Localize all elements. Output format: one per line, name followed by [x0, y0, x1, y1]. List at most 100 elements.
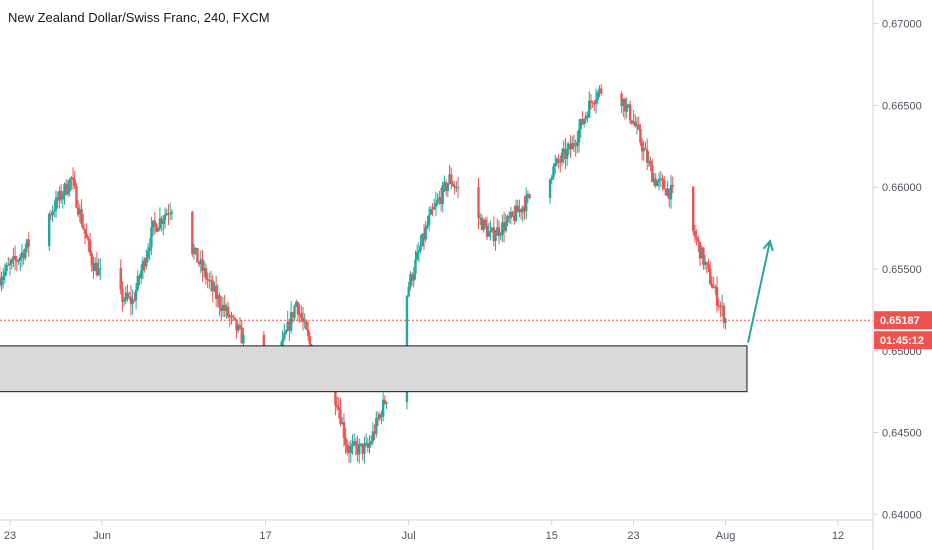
candle-up	[509, 211, 513, 219]
candle-down	[586, 115, 589, 118]
candle-down	[593, 103, 596, 105]
candle-up	[12, 256, 15, 260]
candle-down	[484, 219, 487, 226]
candle-up	[99, 268, 102, 270]
time-axis[interactable]: 23 Jun 17 Jul 15 23 Aug 12	[4, 520, 844, 542]
candle-down	[214, 285, 218, 299]
candle-up	[588, 100, 591, 118]
candle-down	[138, 276, 141, 279]
candle-up	[555, 158, 559, 164]
candle-down	[709, 268, 712, 285]
candle-down	[502, 222, 506, 231]
candle-up	[419, 245, 422, 251]
candle-up	[146, 250, 150, 258]
candle-up	[139, 270, 143, 279]
candle-down	[231, 315, 235, 318]
candle-up	[571, 143, 574, 150]
candle-up	[632, 121, 635, 124]
candle-down	[671, 185, 674, 187]
candle-down	[431, 209, 434, 211]
candle-down	[572, 143, 576, 146]
candle-down	[528, 193, 531, 198]
candle-up	[504, 222, 507, 231]
candle-up	[293, 306, 296, 318]
chart-title: New Zealand Dollar/Swiss Franc, 240, FXC…	[8, 10, 270, 25]
candle-down	[664, 189, 668, 196]
candle-down	[649, 160, 652, 166]
candle-up	[209, 280, 213, 282]
candle-up	[158, 218, 162, 229]
candle-up	[703, 262, 707, 265]
candle-down	[654, 178, 657, 187]
candle-up	[286, 321, 289, 331]
price-axis[interactable]: 0.640000.645000.650000.655000.660000.665…	[873, 19, 922, 522]
candle-up	[455, 187, 458, 189]
candle-up	[657, 178, 661, 182]
candle-up	[506, 216, 509, 223]
candle-up	[407, 286, 410, 297]
candle-up	[659, 178, 663, 180]
candle-up	[352, 441, 356, 444]
candle-up	[63, 183, 66, 196]
candle-up	[199, 259, 203, 265]
candle-down	[75, 185, 78, 208]
demand-zone-box[interactable]	[0, 345, 748, 393]
candle-up	[61, 195, 65, 200]
candle-down	[516, 205, 519, 213]
candle-up	[443, 182, 446, 185]
candle-down	[559, 161, 562, 163]
candle-up	[192, 250, 196, 254]
candle-down	[663, 180, 666, 190]
candle-up	[170, 211, 174, 214]
candle-up	[553, 163, 557, 167]
candle-down	[342, 422, 346, 438]
candle-down	[233, 317, 237, 320]
candle-down	[80, 209, 83, 225]
candle-up	[700, 247, 703, 259]
candle-down	[95, 262, 99, 276]
candle-up	[562, 148, 565, 153]
candle-down	[599, 88, 603, 94]
candle-up	[289, 312, 293, 331]
candle-up	[58, 190, 61, 201]
candle-up	[724, 319, 727, 323]
candle-down	[707, 263, 710, 269]
candle-down	[143, 260, 146, 267]
candle-down	[13, 256, 17, 260]
candle-up	[3, 271, 7, 277]
candle-up	[150, 227, 153, 248]
candle-up	[298, 313, 301, 315]
candle-up	[560, 152, 564, 163]
candle-up	[295, 302, 298, 307]
projection-arrow[interactable]	[747, 239, 774, 343]
candle-down	[645, 149, 649, 163]
candles-layer	[0, 84, 727, 464]
candle-down	[82, 224, 85, 229]
candle-up	[1, 276, 5, 281]
candle-down	[344, 437, 347, 445]
time-tick-label: 23	[627, 530, 639, 542]
candle-down	[661, 178, 664, 181]
time-tick-label: 17	[259, 530, 271, 542]
candle-down	[335, 405, 339, 408]
candle-down	[49, 213, 53, 216]
candle-up	[358, 443, 361, 455]
candle-up	[482, 219, 485, 230]
candle-up	[216, 295, 220, 299]
candle-down	[347, 451, 351, 453]
candle-up	[165, 213, 168, 216]
candle-down	[581, 119, 584, 125]
candle-up	[669, 185, 673, 200]
candle-down	[383, 399, 387, 404]
candle-up	[514, 205, 518, 221]
candle-down	[206, 278, 209, 280]
candle-down	[477, 187, 480, 218]
candle-down	[220, 306, 223, 311]
candle-down	[87, 238, 90, 241]
candle-down	[439, 197, 443, 204]
candle-up	[525, 195, 528, 212]
candle-up	[213, 285, 216, 292]
candle-up	[363, 443, 366, 454]
candle-down	[450, 174, 453, 185]
